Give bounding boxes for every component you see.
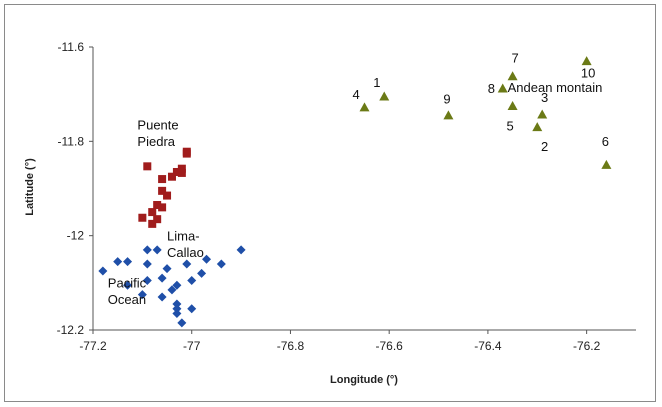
- square-point: [158, 175, 167, 184]
- triangle-point: [532, 122, 543, 132]
- square-point: [182, 149, 191, 158]
- y-tick-label: -11.6: [58, 40, 85, 54]
- triangle-point: [601, 159, 612, 169]
- diamond-point: [157, 292, 167, 302]
- square-point: [138, 213, 147, 222]
- diamond-point: [123, 280, 133, 290]
- annotation-label: 5: [507, 118, 514, 133]
- annotation-label: Piedra: [137, 134, 175, 149]
- triangle-point: [507, 71, 518, 81]
- x-tick-label: -76.6: [376, 339, 404, 353]
- annotation-label: 7: [511, 51, 518, 66]
- y-axis-ticks: -11.6 -11.8 -12 -12.2: [57, 40, 93, 337]
- square-point: [143, 162, 152, 171]
- square-point: [167, 172, 176, 181]
- annotation-label: Andean montain: [508, 80, 603, 95]
- square-point: [177, 164, 186, 173]
- square-point: [177, 168, 186, 177]
- square-point: [158, 186, 167, 195]
- square-point: [148, 208, 157, 217]
- diamond-point: [177, 318, 187, 328]
- diamond-point: [172, 308, 182, 318]
- x-tick-label: -77.2: [79, 339, 107, 353]
- diamond-point: [216, 259, 226, 269]
- square-point: [153, 215, 162, 224]
- triangle-point: [359, 102, 370, 112]
- annotation-label: 4: [352, 87, 359, 102]
- annotation-label: Pacific: [108, 276, 147, 291]
- annotation-label: 2: [541, 139, 548, 154]
- annotation-label: Callao: [167, 245, 204, 260]
- diamond-point: [113, 257, 123, 267]
- annotation-label: 9: [443, 92, 450, 107]
- square-point: [158, 203, 167, 212]
- diamond-point: [142, 275, 152, 285]
- square-point: [172, 167, 181, 176]
- diamond-point: [137, 290, 147, 300]
- diamond-point: [187, 275, 197, 285]
- diamond-point: [182, 259, 192, 269]
- x-axis-title: Longitude (°): [330, 374, 398, 386]
- y-tick-label: -12: [67, 229, 85, 243]
- square-point: [148, 219, 157, 228]
- annotation-label: 3: [541, 90, 548, 105]
- x-tick-label: -77: [183, 339, 201, 353]
- triangle-point: [443, 110, 454, 120]
- annotation-label: 6: [602, 134, 609, 149]
- annotation-label: Ocean: [108, 292, 146, 307]
- square-point: [153, 201, 162, 210]
- annotation-label: Puente: [137, 118, 178, 133]
- y-axis-title: Latitude (°): [24, 158, 36, 216]
- triangle-point: [537, 109, 548, 119]
- x-tick-label: -76.4: [474, 339, 502, 353]
- data-points: [98, 56, 612, 328]
- y-tick-label: -11.8: [58, 134, 85, 148]
- plot-area: [92, 47, 636, 331]
- x-tick-label: -76.2: [573, 339, 601, 353]
- diamond-point: [202, 254, 212, 264]
- diamond-point: [98, 266, 108, 276]
- annotation-label: 10: [581, 66, 595, 81]
- triangle-point: [379, 91, 390, 101]
- diamond-point: [142, 245, 152, 255]
- diamond-point: [172, 304, 182, 314]
- triangle-point: [581, 56, 592, 66]
- diamond-point: [142, 259, 152, 269]
- diamond-point: [162, 264, 172, 274]
- annotation-label: 1: [373, 75, 380, 90]
- square-point: [163, 191, 172, 200]
- diamond-point: [172, 280, 182, 290]
- chart-frame: [4, 4, 656, 402]
- diamond-point: [236, 245, 246, 255]
- diamond-point: [157, 273, 167, 283]
- diamond-point: [167, 285, 177, 295]
- annotation-label: Lima-: [167, 228, 200, 243]
- annotation-label: 8: [488, 81, 495, 96]
- diamond-point: [123, 257, 133, 267]
- x-tick-label: -76.8: [277, 339, 305, 353]
- triangle-point: [507, 100, 518, 110]
- triangle-point: [497, 83, 508, 93]
- diamond-point: [172, 299, 182, 309]
- diamond-point: [152, 245, 162, 255]
- y-tick-label: -12.2: [57, 323, 85, 337]
- diamond-point: [197, 268, 207, 278]
- diamond-point: [187, 304, 197, 314]
- x-axis-ticks: -77.2 -77 -76.8 -76.6 -76.4 -76.2: [79, 330, 601, 353]
